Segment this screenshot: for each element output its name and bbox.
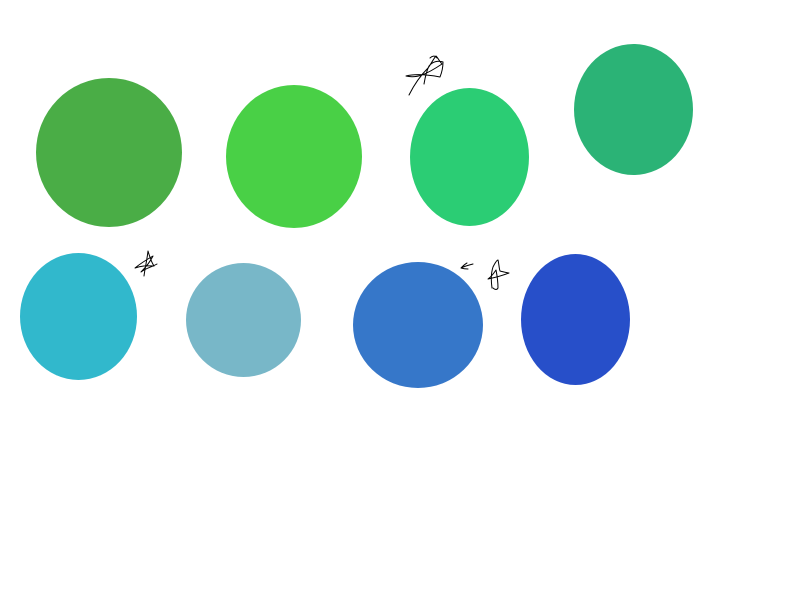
green-circle[interactable] bbox=[36, 78, 182, 227]
star-sketch-icon bbox=[134, 250, 158, 277]
emerald-circle[interactable] bbox=[410, 88, 529, 226]
bird-sketch-icon bbox=[487, 259, 510, 290]
dark-blue-circle[interactable] bbox=[521, 254, 630, 385]
bird-sketch-icon bbox=[405, 55, 444, 96]
teal-green-circle[interactable] bbox=[574, 44, 693, 175]
light-blue-circle[interactable] bbox=[186, 263, 301, 377]
bright-green-circle[interactable] bbox=[226, 85, 362, 228]
blue-circle[interactable] bbox=[353, 262, 483, 388]
arrow-sketch-icon bbox=[460, 262, 474, 270]
cyan-circle[interactable] bbox=[20, 253, 137, 380]
